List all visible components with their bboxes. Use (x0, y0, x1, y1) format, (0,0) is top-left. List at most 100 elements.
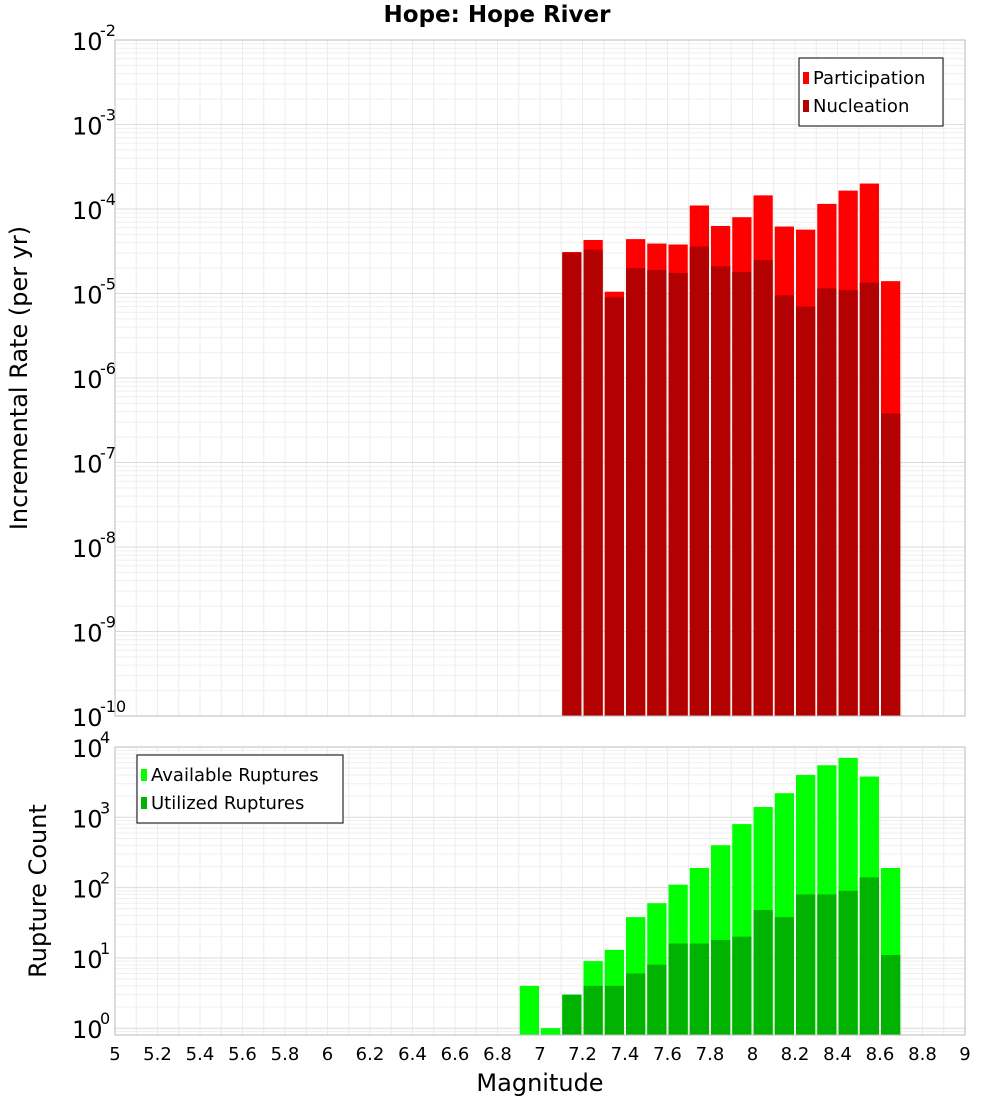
legend-box (136, 754, 344, 824)
top-grid (114, 39, 966, 717)
y-tick-base: 10 (72, 197, 103, 225)
legend-label: Participation (813, 68, 925, 89)
bar-available-ruptures (541, 1028, 561, 1035)
y-tick-exponent: 1 (100, 939, 110, 958)
y-tick-base: 10 (72, 704, 103, 732)
y-tick-exponent: 3 (100, 798, 110, 817)
bar-utilized-ruptures (626, 973, 646, 1035)
y-tick-exponent: -7 (100, 444, 116, 463)
bar-utilized-ruptures (838, 890, 858, 1035)
legend-label: Utilized Ruptures (151, 793, 304, 814)
bar-nucleation (753, 259, 773, 716)
bar-utilized-ruptures (817, 894, 837, 1035)
bar-utilized-ruptures (647, 964, 667, 1035)
bar-available-ruptures (519, 985, 539, 1035)
y-tick-base: 10 (72, 535, 103, 563)
y-tick-label: 10-6 (72, 359, 116, 394)
y-tick-exponent: -2 (100, 21, 116, 40)
top-plot-frame (114, 39, 966, 717)
bar-utilized-ruptures (711, 939, 731, 1035)
y-tick-base: 10 (72, 946, 103, 974)
top-y-axis-label: Incremental Rate (per yr) (5, 226, 33, 530)
bar-utilized-ruptures (774, 917, 794, 1035)
bar-utilized-ruptures (668, 943, 688, 1035)
bar-utilized-ruptures (604, 985, 624, 1035)
x-tick-label: 7.6 (653, 1044, 682, 1065)
x-tick-label: 6.8 (483, 1044, 512, 1065)
y-tick-exponent: -10 (100, 697, 126, 716)
y-tick-exponent: -6 (100, 359, 116, 378)
bar-nucleation (562, 253, 582, 716)
y-tick-label: 101 (72, 939, 110, 974)
y-tick-label: 10-4 (72, 190, 116, 225)
x-tick-label: 7.4 (611, 1044, 640, 1065)
x-tick-label: 5.4 (186, 1044, 215, 1065)
chart-title: Hope: Hope River (384, 2, 612, 28)
x-axis-label: Magnitude (476, 1069, 603, 1097)
x-tick-label: 5.2 (143, 1044, 172, 1065)
y-tick-exponent: -3 (100, 106, 116, 125)
legend-box (798, 57, 944, 127)
y-tick-base: 10 (72, 282, 103, 310)
legend-swatch (803, 100, 809, 112)
bar-nucleation (647, 269, 667, 716)
x-tick-label: 6 (322, 1044, 333, 1065)
y-tick-exponent: -4 (100, 190, 116, 209)
y-tick-base: 10 (72, 113, 103, 141)
bar-nucleation (626, 268, 646, 716)
y-tick-exponent: -9 (100, 613, 116, 632)
y-tick-base: 10 (72, 451, 103, 479)
bottom-plot-frame (114, 746, 966, 1036)
bar-nucleation (668, 272, 688, 716)
y-tick-base: 10 (72, 28, 103, 56)
bar-utilized-ruptures (859, 877, 879, 1035)
y-tick-label: 10-2 (72, 21, 116, 56)
y-tick-exponent: 0 (100, 1009, 110, 1028)
x-tick-label: 6.4 (398, 1044, 427, 1065)
y-tick-label: 10-9 (72, 613, 116, 648)
x-tick-label: 7.2 (568, 1044, 597, 1065)
x-tick-label: 5.6 (228, 1044, 257, 1065)
x-tick-label: 8.4 (823, 1044, 852, 1065)
x-tick-label: 9 (959, 1044, 970, 1065)
x-tick-label: 8.2 (781, 1044, 810, 1065)
x-tick-label: 7.8 (696, 1044, 725, 1065)
top-panel: 10-210-310-410-510-610-710-810-910-10 In… (5, 21, 966, 732)
bar-nucleation (881, 413, 901, 716)
bar-nucleation (859, 282, 879, 716)
x-tick-label: 7 (534, 1044, 545, 1065)
y-tick-label: 103 (72, 798, 110, 833)
bar-nucleation (732, 271, 752, 716)
x-tick-label: 6.2 (356, 1044, 385, 1065)
bar-utilized-ruptures (796, 894, 816, 1035)
top-y-ticks: 10-210-310-410-510-610-710-810-910-10 (72, 21, 126, 732)
y-tick-base: 10 (72, 735, 103, 763)
bar-nucleation (583, 249, 603, 716)
y-tick-exponent: 2 (100, 869, 110, 888)
x-tick-label: 8 (747, 1044, 758, 1065)
bar-utilized-ruptures (881, 954, 901, 1035)
legend-label: Available Ruptures (151, 765, 319, 786)
y-tick-label: 10-3 (72, 106, 116, 141)
bottom-legend: Available Ruptures Utilized Ruptures (136, 754, 344, 824)
x-tick-label: 6.6 (441, 1044, 470, 1065)
y-tick-label: 10-10 (72, 697, 126, 732)
legend-label: Nucleation (813, 96, 909, 117)
legend-swatch (141, 797, 147, 809)
bar-nucleation (838, 290, 858, 716)
x-tick-label: 5 (109, 1044, 120, 1065)
bar-nucleation (689, 246, 709, 716)
x-tick-label: 8.8 (908, 1044, 937, 1065)
y-tick-base: 10 (72, 366, 103, 394)
bottom-bars (519, 757, 901, 1035)
bar-utilized-ruptures (753, 910, 773, 1035)
y-tick-exponent: -5 (100, 275, 116, 294)
y-tick-base: 10 (72, 1016, 103, 1044)
x-tick-label: 5.8 (271, 1044, 300, 1065)
bar-nucleation (774, 295, 794, 716)
y-tick-base: 10 (72, 620, 103, 648)
legend-swatch (803, 72, 809, 84)
